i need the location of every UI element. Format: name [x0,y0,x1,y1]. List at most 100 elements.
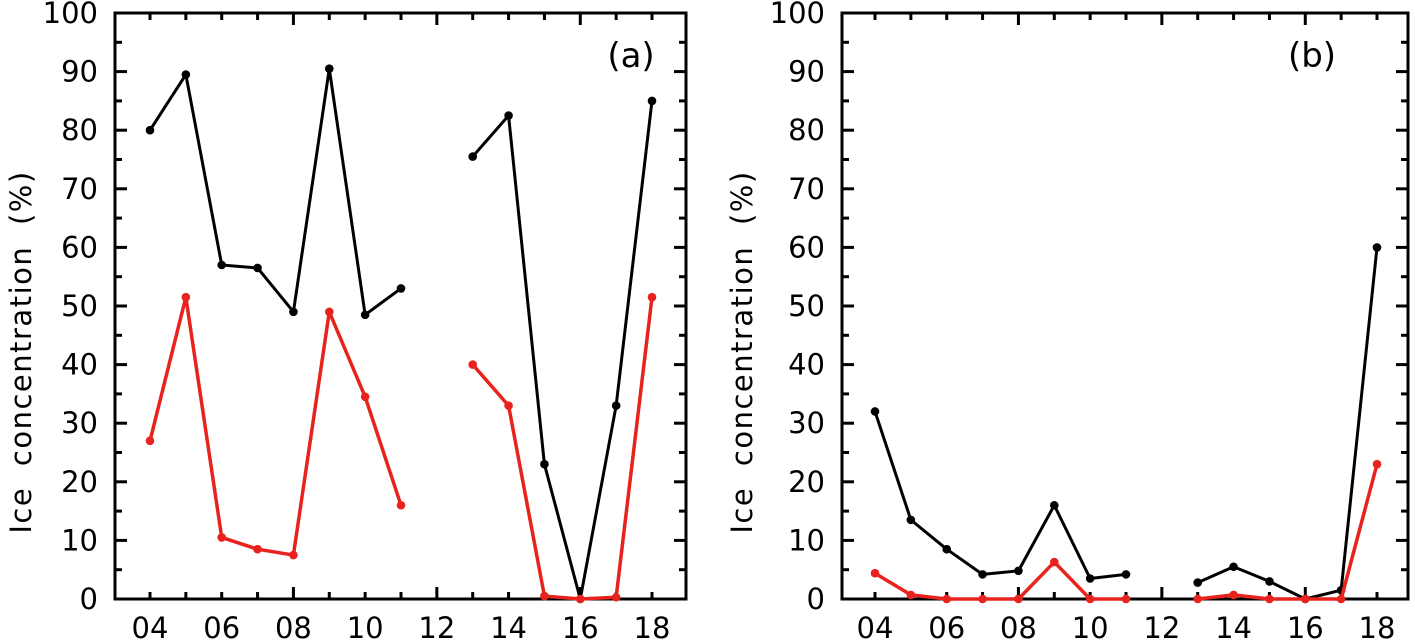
data-point [360,392,370,402]
data-point [1372,459,1382,469]
x-tick-labels-a: 04 06 08 10 12 14 16 18 [132,611,671,640]
data-point [324,64,334,73]
x-tick-label: 06 [928,611,965,640]
data-point [1121,570,1131,579]
x-tick-labels-b: 04 06 08 10 12 14 16 18 [857,611,1396,640]
data-point [1265,577,1274,586]
series-red-line [148,295,403,557]
x-tick-label: 16 [1287,611,1324,640]
y-tick-label: 10 [61,523,98,557]
x-ticks-b [873,13,1379,599]
data-point [504,111,513,120]
y-tick-label: 50 [61,289,98,323]
data-point [1085,574,1095,583]
data-point [1049,557,1059,567]
panel-label-a: (a) [607,36,655,76]
x-tick-label: 12 [1143,611,1180,640]
data-point [647,96,657,106]
x-tick-label: 04 [132,611,169,640]
data-point [1049,500,1059,510]
data-point [289,307,298,317]
data-point [468,360,478,369]
series-black-points-b [870,243,1382,604]
data-point [906,515,916,525]
data-point [540,591,549,601]
series-red-line [873,560,1128,601]
data-point [1229,590,1238,600]
y-tick-label: 80 [788,113,825,147]
series-black-line [471,99,654,601]
data-point [1300,594,1310,604]
y-ticks-b [842,11,1408,601]
data-point [1014,594,1023,604]
data-point [253,263,262,273]
plot-frame-a [113,11,688,601]
y-tick-label: 100 [770,0,825,30]
y-tick-label: 70 [788,172,825,206]
series-black-points-a [145,64,657,604]
chart-a: 0 10 20 30 40 50 60 70 80 90 100 04 06 08 10 12 14 16 18 [43,0,688,640]
x-tick-label: 16 [562,611,599,640]
data-point [181,292,191,302]
y-tick-label: 60 [61,230,98,264]
series-black-line [1196,245,1379,601]
series-red-a [145,292,657,604]
data-point [1336,594,1346,604]
y-tick-label: 100 [43,0,98,30]
y-tick-label: 60 [788,230,825,264]
x-tick-label: 04 [857,611,894,640]
data-point [870,568,880,578]
data-point [504,401,513,410]
y-tick-label: 90 [788,55,825,89]
y-tick-label: 10 [788,523,825,557]
data-point [1193,578,1203,587]
data-point [324,307,334,317]
data-point [1085,594,1095,604]
data-point [611,592,621,602]
data-point [978,594,987,604]
data-point [217,260,227,270]
x-tick-label: 12 [418,611,455,640]
y-tick-label: 70 [61,172,98,206]
y-tick-label: 0 [807,582,825,616]
data-point [360,310,370,320]
data-point [1265,594,1274,604]
series-black-a [145,64,657,604]
data-point [1121,594,1131,604]
data-point [978,570,987,579]
data-point [181,70,191,79]
data-point [1229,562,1238,572]
series-black-line [148,67,403,317]
x-tick-label: 14 [1215,611,1252,640]
data-point [396,284,406,293]
data-point [396,500,406,510]
y-tick-label: 30 [61,406,98,440]
series-red-b [870,459,1382,604]
y-tick-label: 0 [80,582,98,616]
data-point [942,544,952,554]
y-tick-label: 50 [788,289,825,323]
x-tick-label: 08 [1000,611,1037,640]
chart-b: 0 10 20 30 40 50 60 70 80 90 100 04 06 08 10 12 14 16 18 [770,0,1410,640]
x-tick-label: 14 [490,611,527,640]
x-tick-label: 18 [1359,611,1396,640]
y-tick-labels-b: 0 10 20 30 40 50 60 70 80 90 100 [770,0,825,616]
data-point [1193,594,1203,604]
data-point [1014,566,1023,576]
y-ticks-a [115,11,686,601]
x-tick-label: 08 [275,611,312,640]
x-tick-label: 18 [634,611,671,640]
data-point [611,401,621,410]
x-tick-label: 10 [347,611,384,640]
data-point [906,590,916,600]
y-tick-label: 80 [61,113,98,147]
panel-label-b: (b) [1287,36,1337,76]
y-axis-title-b: Ice concentration (%) [725,170,759,534]
data-point [468,152,478,161]
series-red-line [1195,462,1379,601]
y-tick-label: 90 [61,55,98,89]
y-tick-label: 40 [61,348,98,382]
data-point [289,550,298,560]
